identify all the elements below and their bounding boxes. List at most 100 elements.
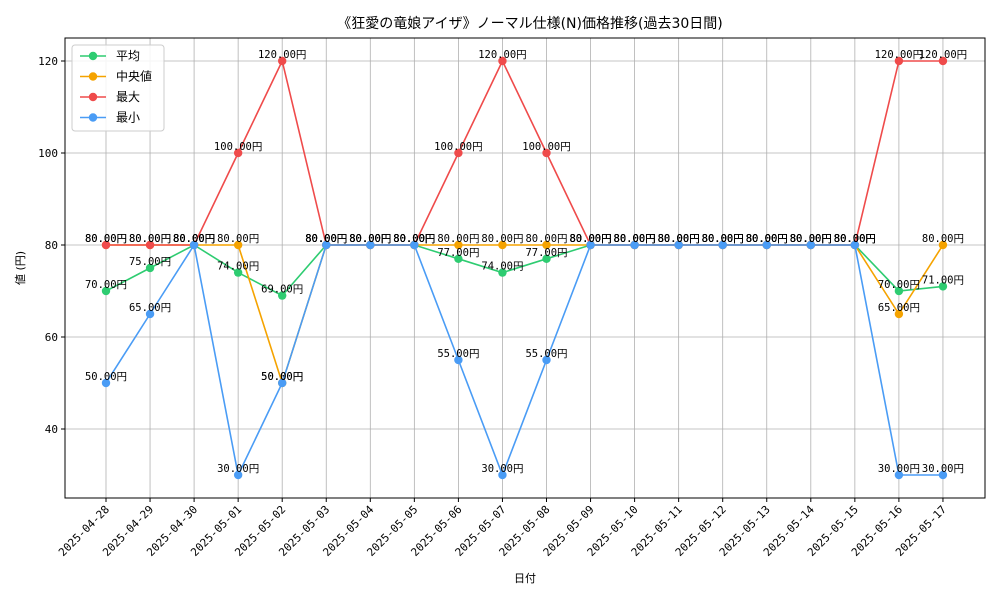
data-label: 70.00円 xyxy=(85,279,127,291)
data-point xyxy=(454,148,463,158)
legend-label: 平均 xyxy=(116,49,140,63)
data-label: 80.00円 xyxy=(569,233,611,245)
y-tick-label: 40 xyxy=(45,423,58,436)
data-point xyxy=(806,240,815,250)
data-label: 77.00円 xyxy=(525,247,567,259)
data-point xyxy=(233,240,243,250)
data-label: 80.00円 xyxy=(393,233,435,245)
data-point xyxy=(542,148,551,158)
data-point xyxy=(101,378,111,388)
data-label: 30.00円 xyxy=(922,463,964,475)
legend-label: 中央値 xyxy=(116,69,152,84)
data-label: 80.00円 xyxy=(658,233,700,245)
data-point xyxy=(145,263,155,273)
data-point xyxy=(233,470,243,480)
data-label: 50.00円 xyxy=(261,371,303,383)
data-point xyxy=(410,240,419,250)
data-point xyxy=(101,240,111,250)
data-label: 80.00円 xyxy=(614,233,656,245)
data-label: 30.00円 xyxy=(481,463,523,475)
data-label: 65.00円 xyxy=(878,302,920,314)
data-label: 80.00円 xyxy=(834,233,876,245)
legend-marker xyxy=(88,92,98,102)
data-label: 80.00円 xyxy=(569,233,611,245)
data-point xyxy=(454,254,463,263)
data-point xyxy=(498,470,507,480)
data-label: 120.00円 xyxy=(875,49,923,61)
data-label: 80.00円 xyxy=(834,233,876,245)
legend-marker xyxy=(88,72,98,81)
data-point xyxy=(454,240,463,250)
data-label: 80.00円 xyxy=(305,233,347,245)
data-label: 100.00円 xyxy=(434,141,482,153)
legend-box xyxy=(71,44,165,132)
axes: 2025-04-282025-04-292025-04-302025-05-01… xyxy=(38,55,949,559)
data-point xyxy=(894,309,904,319)
data-point xyxy=(542,355,551,365)
data-point xyxy=(762,240,771,250)
data-point xyxy=(542,254,551,263)
data-point xyxy=(233,148,243,158)
data-label: 120.00円 xyxy=(478,49,526,61)
data-label: 80.00円 xyxy=(658,233,700,245)
data-point xyxy=(278,378,287,388)
data-label: 80.00円 xyxy=(746,233,788,245)
data-label: 77.00円 xyxy=(437,247,479,259)
data-label: 80.00円 xyxy=(746,233,788,245)
data-label: 80.00円 xyxy=(790,233,832,245)
data-label: 80.00円 xyxy=(85,233,127,245)
data-label: 80.00円 xyxy=(85,233,127,245)
legend-marker xyxy=(88,113,98,122)
y-tick-label: 60 xyxy=(45,331,58,344)
data-label: 80.00円 xyxy=(349,233,391,245)
data-label: 55.00円 xyxy=(437,348,479,360)
data-label: 120.00円 xyxy=(919,49,967,61)
data-label: 80.00円 xyxy=(614,233,656,245)
data-label: 80.00円 xyxy=(702,233,744,245)
data-point xyxy=(278,56,287,66)
data-label: 80.00円 xyxy=(217,233,259,245)
data-label: 65.00円 xyxy=(129,302,171,314)
data-label: 80.00円 xyxy=(569,233,611,245)
data-label: 80.00円 xyxy=(790,233,832,245)
data-label: 80.00円 xyxy=(393,233,435,245)
data-point xyxy=(454,355,463,365)
data-point xyxy=(498,240,507,250)
data-label: 80.00円 xyxy=(834,233,876,245)
data-label: 80.00円 xyxy=(834,233,876,245)
data-point xyxy=(189,240,199,250)
data-label: 80.00円 xyxy=(173,233,215,245)
data-label: 100.00円 xyxy=(214,141,262,153)
y-tick-label: 120 xyxy=(38,55,58,68)
data-label: 80.00円 xyxy=(173,233,215,245)
data-label: 80.00円 xyxy=(305,233,347,245)
data-label: 80.00円 xyxy=(702,233,744,245)
data-point xyxy=(101,286,111,296)
data-label: 50.00円 xyxy=(85,371,127,383)
data-point xyxy=(938,470,948,480)
data-point xyxy=(322,240,331,250)
data-label: 80.00円 xyxy=(437,233,479,245)
data-label: 80.00円 xyxy=(349,233,391,245)
legend-marker xyxy=(88,51,98,61)
data-label: 80.00円 xyxy=(658,233,700,245)
data-label: 80.00円 xyxy=(746,233,788,245)
data-point xyxy=(938,240,948,250)
data-label: 80.00円 xyxy=(702,233,744,245)
data-label: 30.00円 xyxy=(217,463,259,475)
y-tick-label: 100 xyxy=(38,147,58,160)
data-label: 120.00円 xyxy=(258,49,306,61)
data-point xyxy=(542,240,551,250)
data-label: 80.00円 xyxy=(305,233,347,245)
data-point xyxy=(674,240,683,250)
data-label: 80.00円 xyxy=(393,233,435,245)
series-line-3 xyxy=(105,242,943,478)
data-label: 50.00円 xyxy=(261,371,303,383)
x-axis-label: 日付 xyxy=(514,572,536,585)
data-point xyxy=(586,240,595,250)
data-label: 74.00円 xyxy=(481,261,523,273)
data-point xyxy=(145,240,155,250)
